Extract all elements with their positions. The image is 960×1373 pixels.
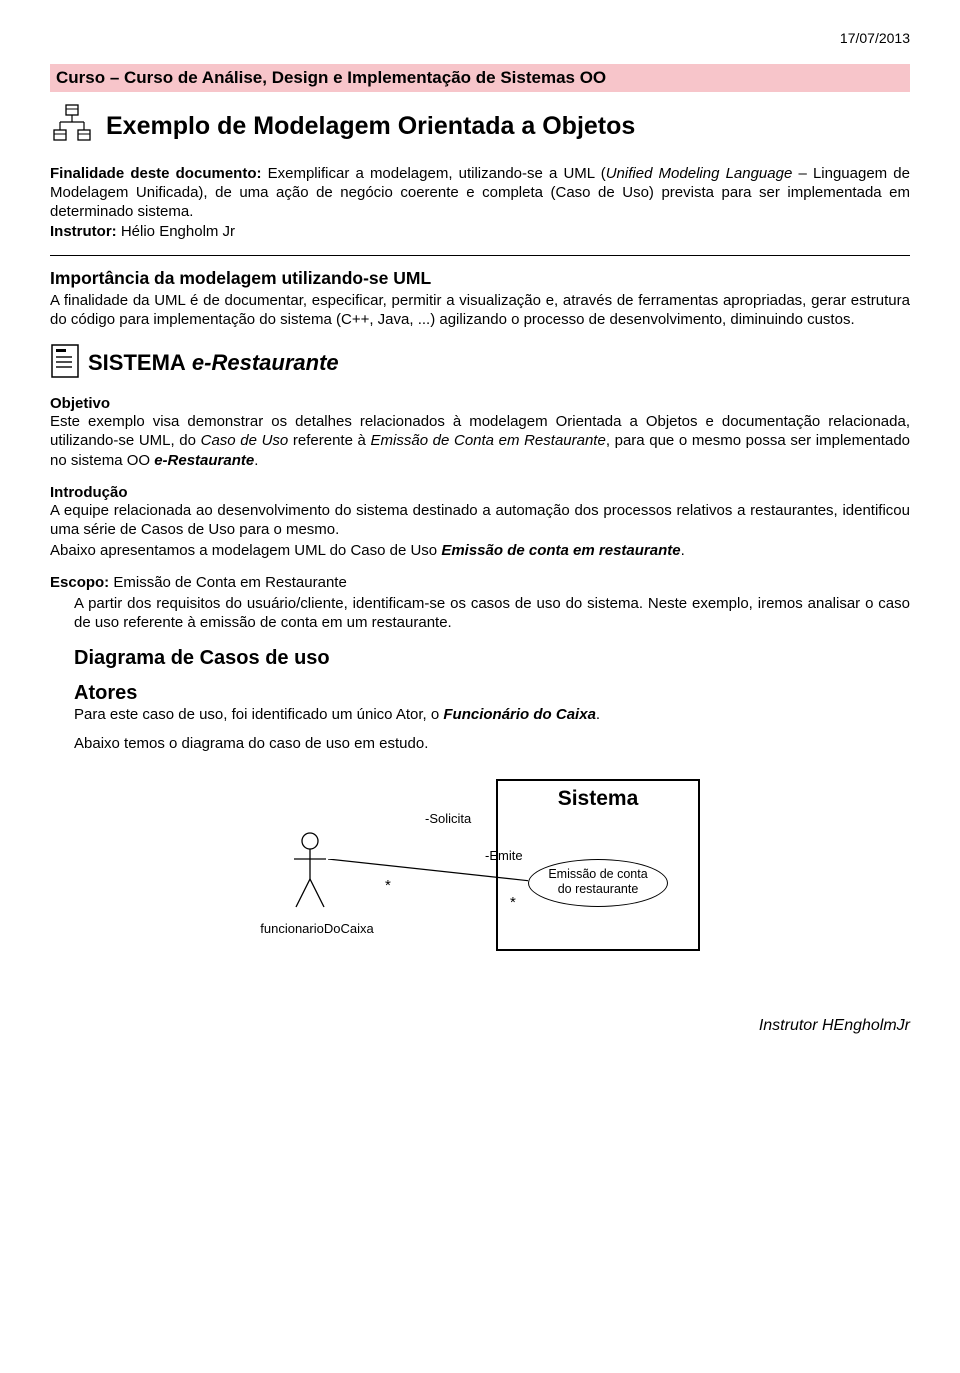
atores-text-b: .	[596, 706, 600, 723]
objetivo-emissao: Emissão de Conta em Restaurante	[371, 432, 606, 449]
intro-text1: Exemplificar a modelagem, utilizando-se …	[261, 165, 605, 182]
diagrama-heading: Diagrama de Casos de uso	[74, 647, 910, 670]
escopo-label: Escopo:	[50, 574, 109, 591]
instrutor-name: Hélio Engholm Jr	[117, 223, 235, 240]
instrutor-label: Instrutor:	[50, 223, 117, 240]
atores-text: Para este caso de uso, foi identificado …	[74, 705, 910, 724]
actor-icon	[290, 831, 330, 911]
introducao-p2: Abaixo apresentamos a modelagem UML do C…	[50, 541, 910, 560]
association-line	[328, 859, 528, 889]
introducao-p2b: Emissão de conta em restaurante	[441, 542, 680, 559]
objetivo-erest: e-Restaurante	[154, 452, 254, 469]
escopo-para: A partir dos requisitos do usuário/clien…	[74, 594, 910, 632]
objetivo-d: .	[254, 452, 258, 469]
use-case-diagram: Sistema Emissão de conta do restaurante …	[260, 771, 700, 991]
system-title: SISTEMA e-Restaurante	[88, 350, 339, 376]
objetivo-text: Este exemplo visa demonstrar os detalhes…	[50, 412, 910, 470]
system-label: SISTEMA	[88, 350, 186, 375]
importancia-text: A finalidade da UML é de documentar, esp…	[50, 291, 910, 329]
objetivo-b: referente à	[288, 432, 370, 449]
importancia-heading: Importância da modelagem utilizando-se U…	[50, 268, 910, 289]
atores-text-a: Para este caso de uso, foi identificado …	[74, 706, 443, 723]
introducao-p2c: .	[681, 542, 685, 559]
introducao-p1: A equipe relacionada ao desenvolvimento …	[50, 501, 910, 539]
divider	[50, 255, 910, 256]
system-boundary-label: Sistema	[498, 787, 698, 811]
usecase-line1: Emissão de conta	[548, 867, 647, 881]
uml-diagram-icon	[50, 102, 94, 150]
objetivo-heading: Objetivo	[50, 395, 910, 412]
introducao-p2a: Abaixo apresentamos a modelagem UML do C…	[50, 542, 441, 559]
atores-actor-name: Funcionário do Caixa	[443, 706, 596, 723]
document-icon	[50, 343, 80, 383]
usecase-line2: do restaurante	[558, 882, 639, 896]
escopo-line: Escopo: Emissão de Conta em Restaurante	[50, 574, 910, 591]
page-title: Exemplo de Modelagem Orientada a Objetos	[106, 112, 635, 141]
multiplicity-star-1: *	[385, 877, 391, 894]
escopo-value: Emissão de Conta em Restaurante	[109, 574, 347, 591]
use-case-oval: Emissão de conta do restaurante	[528, 859, 668, 907]
system-name: e-Restaurante	[186, 350, 339, 375]
intro-italic1: Unified Modeling Language	[606, 165, 793, 182]
actor-label: funcionarioDoCaixa	[242, 921, 392, 936]
atores-heading: Atores	[74, 682, 910, 705]
page-date: 17/07/2013	[50, 30, 910, 46]
multiplicity-star-2: *	[510, 894, 516, 911]
below-diagram-text: Abaixo temos o diagrama do caso de uso e…	[74, 734, 910, 753]
page-footer: Instrutor HEngholmJr	[50, 1017, 910, 1035]
introducao-heading: Introdução	[50, 484, 910, 501]
solicita-label: -Solicita	[425, 811, 471, 826]
emite-label: -Emite	[485, 848, 523, 863]
intro-lead: Finalidade deste documento:	[50, 165, 261, 182]
intro-paragraph: Finalidade deste documento: Exemplificar…	[50, 164, 910, 241]
course-banner: Curso – Curso de Análise, Design e Imple…	[50, 64, 910, 92]
objetivo-caso: Caso de Uso	[201, 432, 289, 449]
